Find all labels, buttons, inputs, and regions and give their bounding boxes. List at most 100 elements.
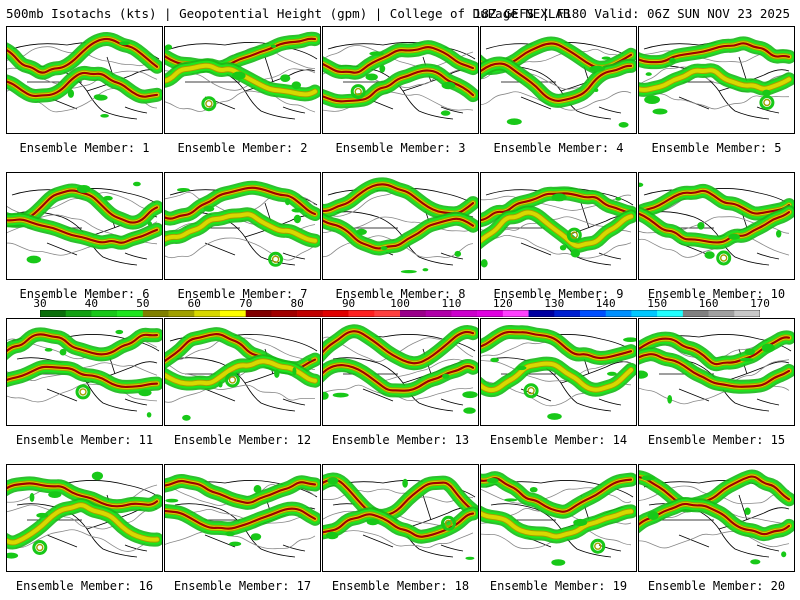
isotach-patch [225,531,235,537]
colorbar-segment [117,310,144,317]
isotach-band [323,478,475,518]
isotach-patch [547,413,562,420]
isotach-patch [601,56,611,60]
isotach-patch [761,343,775,353]
member-caption-14: Ensemble Member: 14 [489,433,628,447]
cutoff-low [719,254,728,262]
isotach-band [7,482,159,508]
isotach-band [165,186,317,220]
ensemble-map-2 [164,26,321,134]
isotach-band [323,330,475,365]
colorbar-segment [708,310,735,317]
ensemble-map-9 [480,172,637,280]
colorbar-label: 50 [136,297,150,310]
member-caption-3: Ensemble Member: 3 [335,141,466,155]
isotach-patch [332,392,349,398]
member-caption-19: Ensemble Member: 19 [489,579,628,593]
isotach-patch [307,358,312,362]
isotach-band [481,509,633,539]
isotach-band [165,507,317,530]
isotach-patch [776,230,782,238]
height-contour [481,359,632,382]
ensemble-map-10 [638,172,795,280]
ensemble-map-4 [480,26,637,134]
isotach-patch [138,389,152,397]
isotach-patch [529,487,538,493]
isotach-band [323,217,475,250]
isotach-patch [203,205,215,212]
member-caption-9: Ensemble Member: 9 [493,287,624,301]
colorbar-label: 130 [544,297,565,310]
isotach-band [7,71,159,98]
isotach-patch [559,245,567,251]
colorbar-segment [220,310,247,317]
isotach-patch [704,251,715,259]
member-caption-8: Ensemble Member: 8 [335,287,466,301]
isotach-patch [36,512,49,518]
colorbar-label: 140 [595,297,616,310]
colorbar-segment [451,310,478,317]
height-contour [323,488,474,503]
isotach-band [7,365,159,389]
ensemble-map-13 [322,318,479,426]
isotach-patch [739,357,754,362]
isotach-band [323,183,475,215]
isotach-patch [644,95,660,104]
isotach-patch [440,110,451,116]
isotach-patch [48,491,62,498]
isotach-patch [103,195,113,201]
isotach-patch [618,122,629,128]
isotach-patch [481,259,488,268]
ensemble-map-11 [6,318,163,426]
isotach-band [639,336,791,366]
cutoff-low [570,231,579,239]
cutoff-low [527,386,535,395]
isotach-patch [744,507,751,515]
height-contour [481,234,632,259]
cutoff-low [354,87,362,96]
ensemble-map-3 [322,26,479,134]
isotach-band [639,211,791,244]
cutoff-low [32,540,48,555]
ensemble-map-7 [164,172,321,280]
isotach-patch [165,498,179,503]
isotach-patch [7,552,19,559]
isotach-band [481,62,633,102]
isotach-patch [441,81,456,90]
isotach-patch [669,57,676,64]
isotach-patch [182,414,191,421]
colorbar-segment [271,310,298,317]
colorbar-segment [580,310,607,317]
isotach-patch [177,188,190,192]
isotach-patch [652,108,668,115]
height-contour [165,90,316,113]
valid-time: 18Z GEFS | F180 Valid: 06Z SUN NOV 23 20… [473,6,790,21]
member-caption-2: Ensemble Member: 2 [177,141,308,155]
isotach-patch [147,221,152,227]
isotach-patch [490,357,499,363]
isotach-patch [67,89,74,98]
height-contour [7,504,158,530]
isotach-patch [422,268,429,272]
colorbar-segment [142,310,169,317]
colorbar-segment [297,310,324,317]
cutoff-low [716,250,732,266]
colorbar-label: 30 [33,297,47,310]
isotach-band [165,212,317,243]
isotach-band [639,353,791,388]
ensemble-map-18 [322,464,479,572]
isotach-patch [77,185,91,193]
isotach-patch [44,348,53,352]
colorbar-label: 150 [647,297,668,310]
member-caption-12: Ensemble Member: 12 [173,433,312,447]
cutoff-low [271,255,280,264]
isotach-band [481,477,633,513]
cutoff-low [228,376,237,384]
isotach-band [639,42,791,64]
isotach-patch [589,65,605,72]
cutoff-low [268,251,284,267]
colorbar-segment [554,310,581,317]
isotach-patch [250,533,262,541]
map-title: 500mb Isotachs (kts) | Geopotential Heig… [6,6,571,21]
isotach-band [481,192,633,222]
